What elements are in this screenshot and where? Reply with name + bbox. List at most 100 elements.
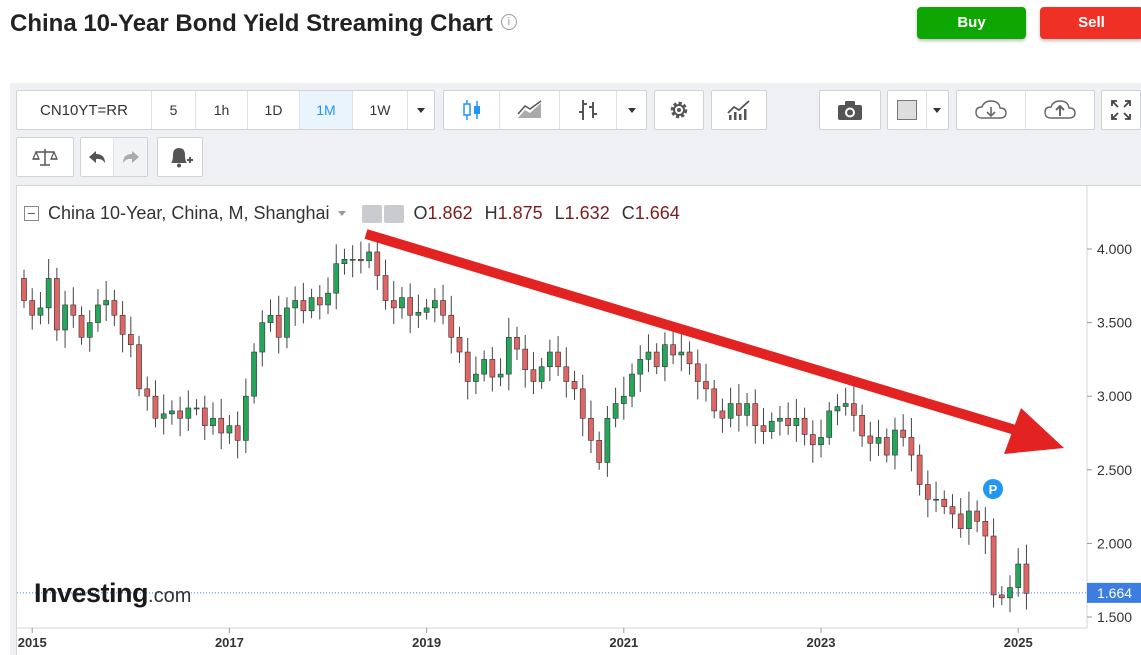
fullscreen-button[interactable] — [1102, 91, 1140, 129]
candle-body — [588, 417, 594, 441]
candle-body — [924, 484, 931, 500]
bars-button[interactable] — [560, 91, 618, 129]
interval-1w[interactable]: 1W — [353, 91, 408, 129]
indicators-button[interactable] — [712, 91, 766, 129]
save-layout-button[interactable] — [1026, 91, 1094, 129]
candle-body — [875, 437, 882, 444]
candle-body — [185, 407, 192, 419]
camera-icon — [838, 101, 862, 120]
candle-body — [801, 417, 808, 435]
y-tick-label: 3.000 — [1097, 388, 1132, 404]
candle-body — [37, 307, 44, 316]
candle-body — [768, 420, 775, 432]
eye-icon[interactable] — [361, 204, 382, 223]
candle-body — [210, 417, 216, 426]
candle-body — [366, 251, 372, 262]
candle-body — [505, 337, 512, 375]
logo-brand: Investing — [34, 578, 149, 608]
interval-1h[interactable]: 1h — [196, 91, 248, 129]
close-value: 1.664 — [634, 203, 680, 223]
chart-type-dropdown[interactable] — [617, 91, 646, 129]
candle-body — [86, 322, 93, 338]
candle-body — [103, 300, 110, 306]
candle-body — [275, 314, 282, 338]
undo-button[interactable] — [81, 138, 115, 176]
title-text: China 10-Year Bond Yield Streaming Chart — [10, 10, 493, 37]
candle-body — [243, 395, 249, 441]
candle-body — [234, 425, 241, 441]
candle-body — [70, 304, 77, 316]
indicators-toolbar — [711, 90, 767, 130]
candle-body — [127, 334, 134, 345]
chevron-down-icon — [627, 107, 636, 113]
interval-1d[interactable]: 1D — [248, 91, 300, 129]
candle-body — [571, 381, 578, 390]
info-icon[interactable]: i — [500, 13, 517, 30]
candle-body — [752, 403, 759, 426]
symbol-input[interactable]: CN10YT=RR — [17, 91, 152, 129]
candle-body — [78, 314, 85, 338]
color-dropdown[interactable] — [927, 91, 948, 129]
candle-body — [998, 594, 1005, 599]
marker-p[interactable] — [983, 479, 1003, 499]
marker-p-label: P — [989, 482, 998, 497]
settings-small-icon[interactable] — [383, 204, 404, 223]
interval-1m[interactable]: 1M — [300, 91, 353, 129]
color-swatch-button[interactable] — [888, 91, 927, 129]
candle-body — [703, 381, 709, 390]
interval-5[interactable]: 5 — [152, 91, 196, 129]
candle-body — [251, 351, 257, 397]
candle-body — [481, 359, 487, 375]
candle-body — [169, 410, 175, 415]
candle-body — [826, 410, 833, 438]
chevron-down-icon — [933, 107, 942, 113]
area-chart-button[interactable] — [500, 91, 560, 129]
close-label: C — [621, 203, 635, 223]
collapse-legend-icon[interactable]: − — [24, 206, 39, 221]
candle-body — [390, 300, 397, 309]
candle-body — [579, 388, 586, 419]
candles — [21, 239, 1030, 613]
cloud-download-icon — [975, 100, 1007, 119]
candle-body — [292, 300, 298, 309]
load-layout-button[interactable] — [957, 91, 1026, 129]
page-title: China 10-Year Bond Yield Streaming Chart… — [10, 10, 517, 38]
candle-body — [694, 363, 701, 382]
undo-icon — [89, 151, 105, 163]
candle-body — [604, 417, 611, 463]
snapshot-button[interactable] — [820, 91, 880, 129]
redo-button[interactable] — [114, 138, 147, 176]
candle-body — [349, 259, 356, 261]
candle-body — [95, 304, 101, 323]
overlays: P — [364, 229, 1064, 499]
candle-body — [45, 278, 52, 309]
candle-body — [908, 437, 915, 456]
candles-button[interactable] — [444, 91, 501, 129]
open-value: 1.862 — [427, 203, 473, 223]
y-tick-label: 3.500 — [1097, 315, 1132, 331]
candle-body — [727, 403, 734, 419]
chevron-down-icon[interactable] — [337, 211, 346, 216]
y-tick-label: 2.500 — [1097, 462, 1132, 478]
candle-body — [374, 251, 381, 276]
candle-body — [645, 351, 652, 360]
axes: 4.000 3.500 3.000 2.500 2.000 1.500 2015 2017 20… — [17, 186, 1141, 650]
interval-dropdown[interactable] — [408, 91, 434, 129]
candle-body — [620, 395, 627, 404]
candle-body — [136, 344, 142, 390]
candle-body — [489, 359, 496, 378]
chart-area[interactable] — [16, 185, 1141, 655]
candle-body — [514, 337, 520, 350]
candle-body — [456, 337, 463, 353]
add-alert-button[interactable] — [158, 138, 202, 176]
compare-button[interactable] — [17, 138, 73, 176]
candle-body — [760, 425, 767, 432]
candle-body — [440, 300, 446, 316]
candle-body — [177, 410, 183, 419]
sell-button[interactable]: Sell — [1040, 7, 1141, 39]
candle-body — [226, 425, 233, 434]
buy-button[interactable]: Buy — [917, 7, 1026, 39]
candle-body — [423, 307, 430, 313]
settings-button[interactable] — [655, 91, 703, 129]
